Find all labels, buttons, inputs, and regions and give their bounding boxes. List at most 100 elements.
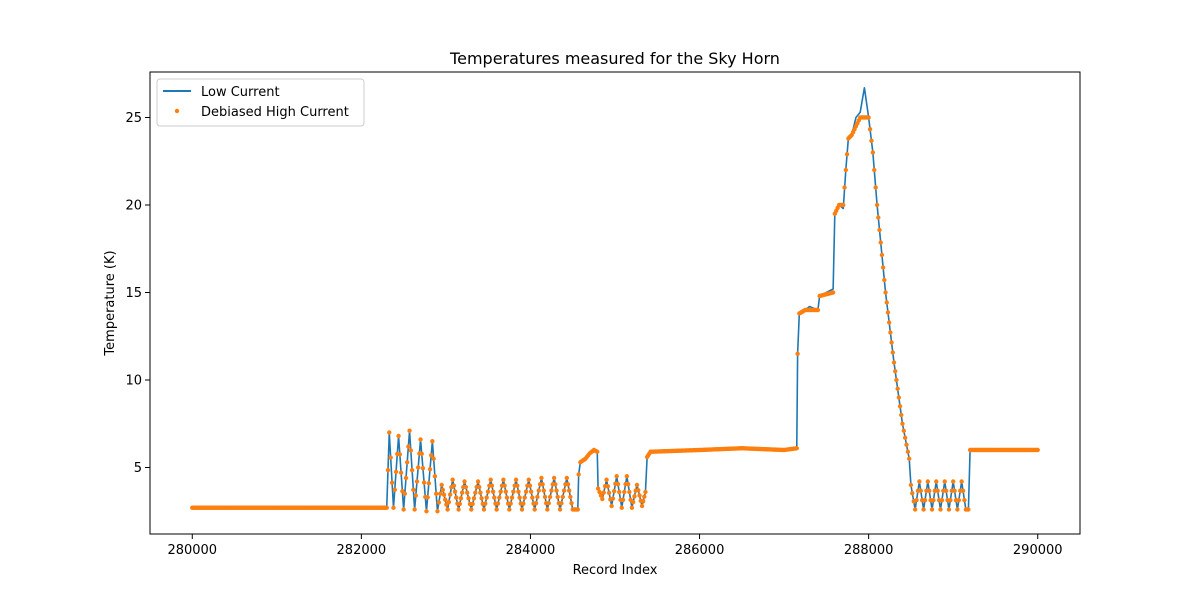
data-point (893, 369, 898, 374)
data-point (557, 507, 563, 512)
data-point (560, 494, 565, 500)
data-point (891, 360, 897, 365)
data-point (927, 488, 932, 494)
data-point (411, 487, 416, 493)
data-point (882, 277, 887, 283)
data-point (946, 507, 952, 512)
data-point (546, 501, 551, 506)
data-point (895, 386, 900, 391)
data-point (620, 497, 626, 503)
data-point (625, 481, 631, 487)
data-point (601, 490, 606, 495)
data-point (515, 483, 520, 488)
data-point (495, 501, 501, 506)
data-point (414, 479, 420, 484)
data-point (522, 495, 527, 500)
data-point (870, 150, 876, 155)
data-point (535, 494, 540, 500)
data-point (388, 455, 393, 460)
data-point (595, 449, 600, 454)
data-point (872, 167, 877, 173)
data-point (488, 477, 493, 482)
data-point (513, 477, 519, 482)
data-point (393, 469, 399, 475)
data-point (541, 488, 547, 493)
data-point (615, 481, 621, 487)
data-point (943, 488, 949, 494)
data-point (516, 489, 521, 494)
data-point (561, 488, 567, 493)
data-point (956, 497, 962, 503)
data-point (639, 503, 645, 509)
data-point (873, 185, 878, 190)
data-point (478, 490, 483, 495)
data-point (907, 456, 912, 461)
data-point (917, 479, 922, 484)
data-point (929, 507, 935, 512)
data-point (441, 492, 447, 497)
data-point (595, 486, 601, 491)
data-point (484, 495, 489, 500)
data-point (498, 489, 503, 494)
data-point (886, 320, 892, 325)
data-point (521, 501, 526, 506)
x-tick-label: 284000 (506, 543, 556, 558)
data-point (519, 507, 525, 512)
data-point (939, 497, 945, 503)
data-point (600, 496, 605, 502)
data-point (421, 480, 427, 485)
data-point (508, 501, 513, 506)
data-point (841, 202, 846, 208)
data-point (392, 487, 397, 493)
data-point (419, 451, 424, 457)
data-point (604, 477, 609, 482)
data-point (542, 494, 548, 500)
data-point (959, 479, 964, 484)
data-point (397, 452, 403, 457)
data-point (569, 501, 574, 506)
data-point (526, 477, 531, 482)
data-point (504, 495, 510, 500)
data-point (431, 456, 436, 461)
data-point (473, 490, 478, 495)
data-point (389, 480, 395, 485)
series-points-high-current (190, 115, 1040, 514)
data-point (418, 437, 423, 442)
data-point (869, 138, 874, 144)
data-point (636, 488, 641, 493)
data-point (637, 493, 642, 498)
data-point (483, 501, 488, 506)
data-point (609, 503, 614, 509)
series-layer (190, 86, 1040, 514)
data-point (642, 494, 647, 499)
data-point (952, 488, 957, 494)
data-point (502, 483, 507, 488)
data-point (630, 499, 636, 505)
data-point (874, 202, 880, 208)
data-point (605, 484, 611, 489)
data-point (415, 465, 421, 470)
data-point (407, 428, 412, 433)
data-point (511, 489, 516, 494)
data-point (921, 507, 926, 512)
data-point (413, 493, 419, 498)
data-point (876, 215, 881, 220)
data-point (426, 481, 432, 486)
data-point (402, 491, 408, 496)
data-point (897, 404, 903, 409)
y-tick-label: 20 (125, 199, 142, 214)
data-point (565, 482, 571, 487)
data-point (606, 490, 612, 496)
data-point (948, 497, 953, 503)
data-point (447, 492, 453, 497)
data-point (533, 501, 539, 506)
legend-box (156, 78, 365, 127)
data-point (966, 507, 971, 512)
y-tick-label: 15 (125, 286, 142, 301)
data-point (446, 499, 452, 505)
data-point (462, 479, 467, 484)
data-point (900, 421, 905, 426)
legend-label-low-current: Low Current (201, 85, 280, 100)
data-point (934, 479, 939, 484)
data-point (867, 126, 873, 132)
